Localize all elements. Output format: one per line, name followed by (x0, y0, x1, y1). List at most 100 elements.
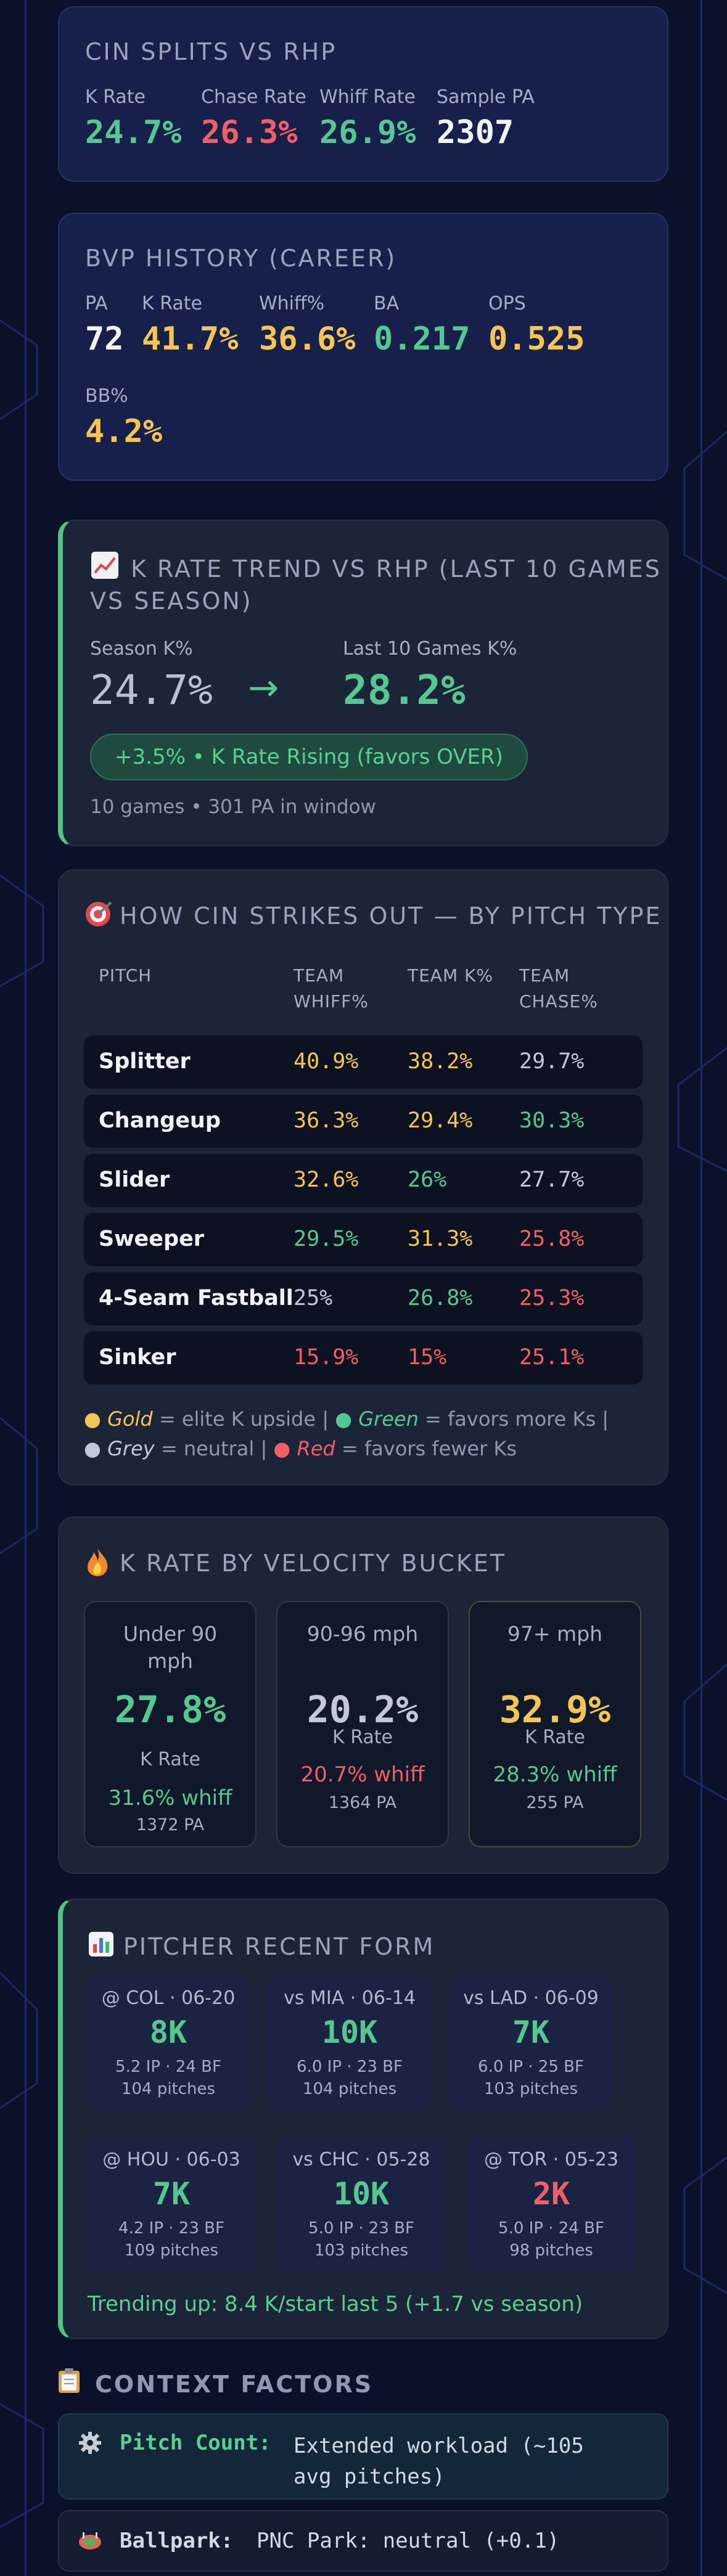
game-opponent: vs LAD · 06-09 (463, 1987, 599, 2009)
context-label: Ballpark: (120, 2529, 234, 2553)
legend-gold: Gold (107, 1407, 153, 1431)
right-frame-line (700, 0, 702, 2576)
season-value: 24.7% (90, 666, 213, 714)
chase-value: 29.7% (519, 1049, 585, 1074)
target-icon (84, 900, 113, 930)
context-value: Extended workload (~105 avg pitches) (294, 2431, 584, 2492)
pitch-name: Sinker (99, 1345, 176, 1370)
game-pitch-count: 98 pitches (509, 2241, 593, 2260)
chase-value: 25.1% (519, 1345, 585, 1370)
game-card: vs LAD · 06-09 7K 6.0 IP · 25 BF 103 pit… (450, 1976, 612, 2111)
legend-dot-red: ● (273, 1437, 291, 1460)
last-label: Last 10 Games K% (343, 638, 517, 660)
bucket-k-label: K Rate (140, 1749, 200, 1770)
game-opponent: vs MIA · 06-14 (284, 1987, 416, 2009)
game-opponent: vs CHC · 05-28 (292, 2149, 430, 2170)
header-chase-line2: CHASE% (519, 991, 598, 1012)
whiff-value: 40.9% (294, 1049, 359, 1074)
bucket-whiff: 31.6% whiff (108, 1786, 232, 1810)
bvp-stat-bb: BB% 4.2% (85, 385, 162, 450)
whiff-value: 36.3% (294, 1108, 359, 1133)
last-value: 28.2% (343, 666, 466, 714)
chart-trend-icon (90, 550, 125, 580)
legend-gold-text: = elite K upside | (152, 1407, 335, 1431)
game-pitch-count: 103 pitches (314, 2241, 409, 2260)
table-row: Sinker 15.9% 15% 25.1% (84, 1331, 643, 1384)
bucket-label: 97+ mph (507, 1622, 603, 1646)
game-card: @ HOU · 06-03 7K 4.2 IP · 23 BF 109 pitc… (88, 2138, 255, 2272)
stat-label: OPS (488, 293, 526, 314)
bucket-pa: 255 PA (526, 1793, 584, 1812)
game-ip-bf: 4.2 IP · 23 BF (118, 2219, 224, 2238)
game-pitch-count: 104 pitches (302, 2080, 397, 2098)
legend-dot-gold: ● (84, 1407, 101, 1431)
k-value: 26% (408, 1167, 447, 1192)
game-pitch-count: 109 pitches (124, 2241, 219, 2260)
bar-chart-icon (88, 1931, 117, 1960)
table-row: Sweeper 29.5% 31.3% 25.8% (84, 1213, 643, 1266)
bucket-whiff: 28.3% whiff (493, 1762, 617, 1787)
pitch-name: Splitter (99, 1049, 191, 1074)
stat-value: 0.525 (488, 321, 585, 358)
pitch-type-card: HOW CIN STRIKES OUT — BY PITCH TYPE PITC… (58, 869, 668, 1486)
game-card: @ TOR · 05-23 2K 5.0 IP · 24 BF 98 pitch… (467, 2138, 635, 2272)
clipboard-icon (57, 2367, 85, 2395)
game-pitch-count: 103 pitches (483, 2080, 578, 2098)
legend-red: Red (297, 1437, 335, 1460)
color-legend: ● Gold = elite K upside | ● Green = favo… (84, 1404, 651, 1463)
game-strikeouts: 7K (512, 2014, 550, 2050)
bvp-stat-ops: OPS 0.525 (488, 293, 585, 358)
stat-label: Whiff% (259, 293, 325, 314)
velocity-bucket-90-96: 90-96 mph 20.2% K Rate 20.7% whiff 1364 … (276, 1601, 449, 1847)
velocity-bucket-under-90: Under 90 mph 27.8% K Rate 31.6% whiff 13… (84, 1601, 257, 1847)
context-title: CONTEXT FACTORS (95, 2371, 374, 2398)
context-item-ballpark: Ballpark: PNC Park: neutral (+0.1) (58, 2510, 668, 2572)
header-whiff: TEAM WHIFF% (294, 963, 369, 1015)
context-item-pitch-count: Pitch Count: Extended workload (~105 avg… (58, 2413, 668, 2500)
header-chase-line1: TEAM (519, 965, 570, 986)
game-opponent: @ HOU · 06-03 (102, 2149, 240, 2170)
trend-title-line1: K RATE TREND VS RHP (LAST 10 GAMES (131, 555, 662, 583)
game-opponent: @ COL · 06-20 (101, 1987, 236, 2009)
header-whiff-line1: TEAM (294, 965, 345, 986)
legend-green: Green (358, 1407, 419, 1431)
stat-label: Chase Rate (201, 86, 306, 108)
stat-value: 24.7% (85, 114, 182, 151)
pitch-name: Slider (99, 1167, 170, 1192)
table-row: 4-Seam Fastball 25% 26.8% 25.3% (84, 1272, 643, 1325)
game-strikeouts: 7K (152, 2176, 191, 2212)
game-ip-bf: 5.0 IP · 24 BF (498, 2219, 604, 2238)
bvp-stat-k-rate: K Rate 41.7% (142, 293, 239, 358)
arrow-right-icon: → (248, 666, 279, 709)
gear-icon (78, 2431, 105, 2458)
game-card: @ COL · 06-20 8K 5.2 IP · 24 BF 104 pitc… (88, 1976, 249, 2111)
stat-sample-pa: Sample PA 2307 (437, 86, 535, 151)
trend-title-cont: VS SEASON) (90, 585, 253, 617)
k-rate-trend-card: K RATE TREND VS RHP (LAST 10 GAMES VS SE… (58, 520, 668, 846)
legend-dot-green: ● (335, 1407, 353, 1431)
stat-value: 26.3% (201, 114, 298, 151)
whiff-value: 29.5% (294, 1227, 359, 1251)
bucket-value: 27.8% (114, 1688, 226, 1732)
stat-value: 72 (85, 321, 124, 358)
stat-label: BA (374, 293, 400, 314)
whiff-value: 25% (294, 1286, 333, 1310)
context-value-line2: avg pitches) (294, 2464, 445, 2489)
trend-summary: Trending up: 8.4 K/start last 5 (+1.7 vs… (88, 2292, 583, 2316)
context-value: PNC Park: neutral (+0.1) (257, 2529, 560, 2553)
table-row: Slider 32.6% 26% 27.7% (84, 1154, 643, 1207)
legend-green-text: = favors more Ks | (418, 1407, 609, 1431)
bvp-card: BVP HISTORY (CAREER) PA 72 K Rate 41.7% … (58, 213, 668, 481)
game-ip-bf: 5.0 IP · 23 BF (308, 2219, 414, 2238)
whiff-value: 15.9% (294, 1345, 359, 1370)
pitch-type-title: HOW CIN STRIKES OUT — BY PITCH TYPE (120, 902, 662, 930)
splits-card: CIN SPLITS VS RHP K Rate 24.7% Chase Rat… (58, 6, 668, 182)
chase-value: 27.7% (519, 1167, 585, 1192)
context-value-line1: Extended workload (~105 (294, 2434, 584, 2458)
season-label: Season K% (90, 638, 193, 660)
stat-label: PA (85, 293, 108, 314)
velocity-card: K RATE BY VELOCITY BUCKET Under 90 mph 2… (58, 1516, 668, 1874)
fire-icon (84, 1547, 113, 1577)
stat-value: 2307 (437, 114, 514, 151)
